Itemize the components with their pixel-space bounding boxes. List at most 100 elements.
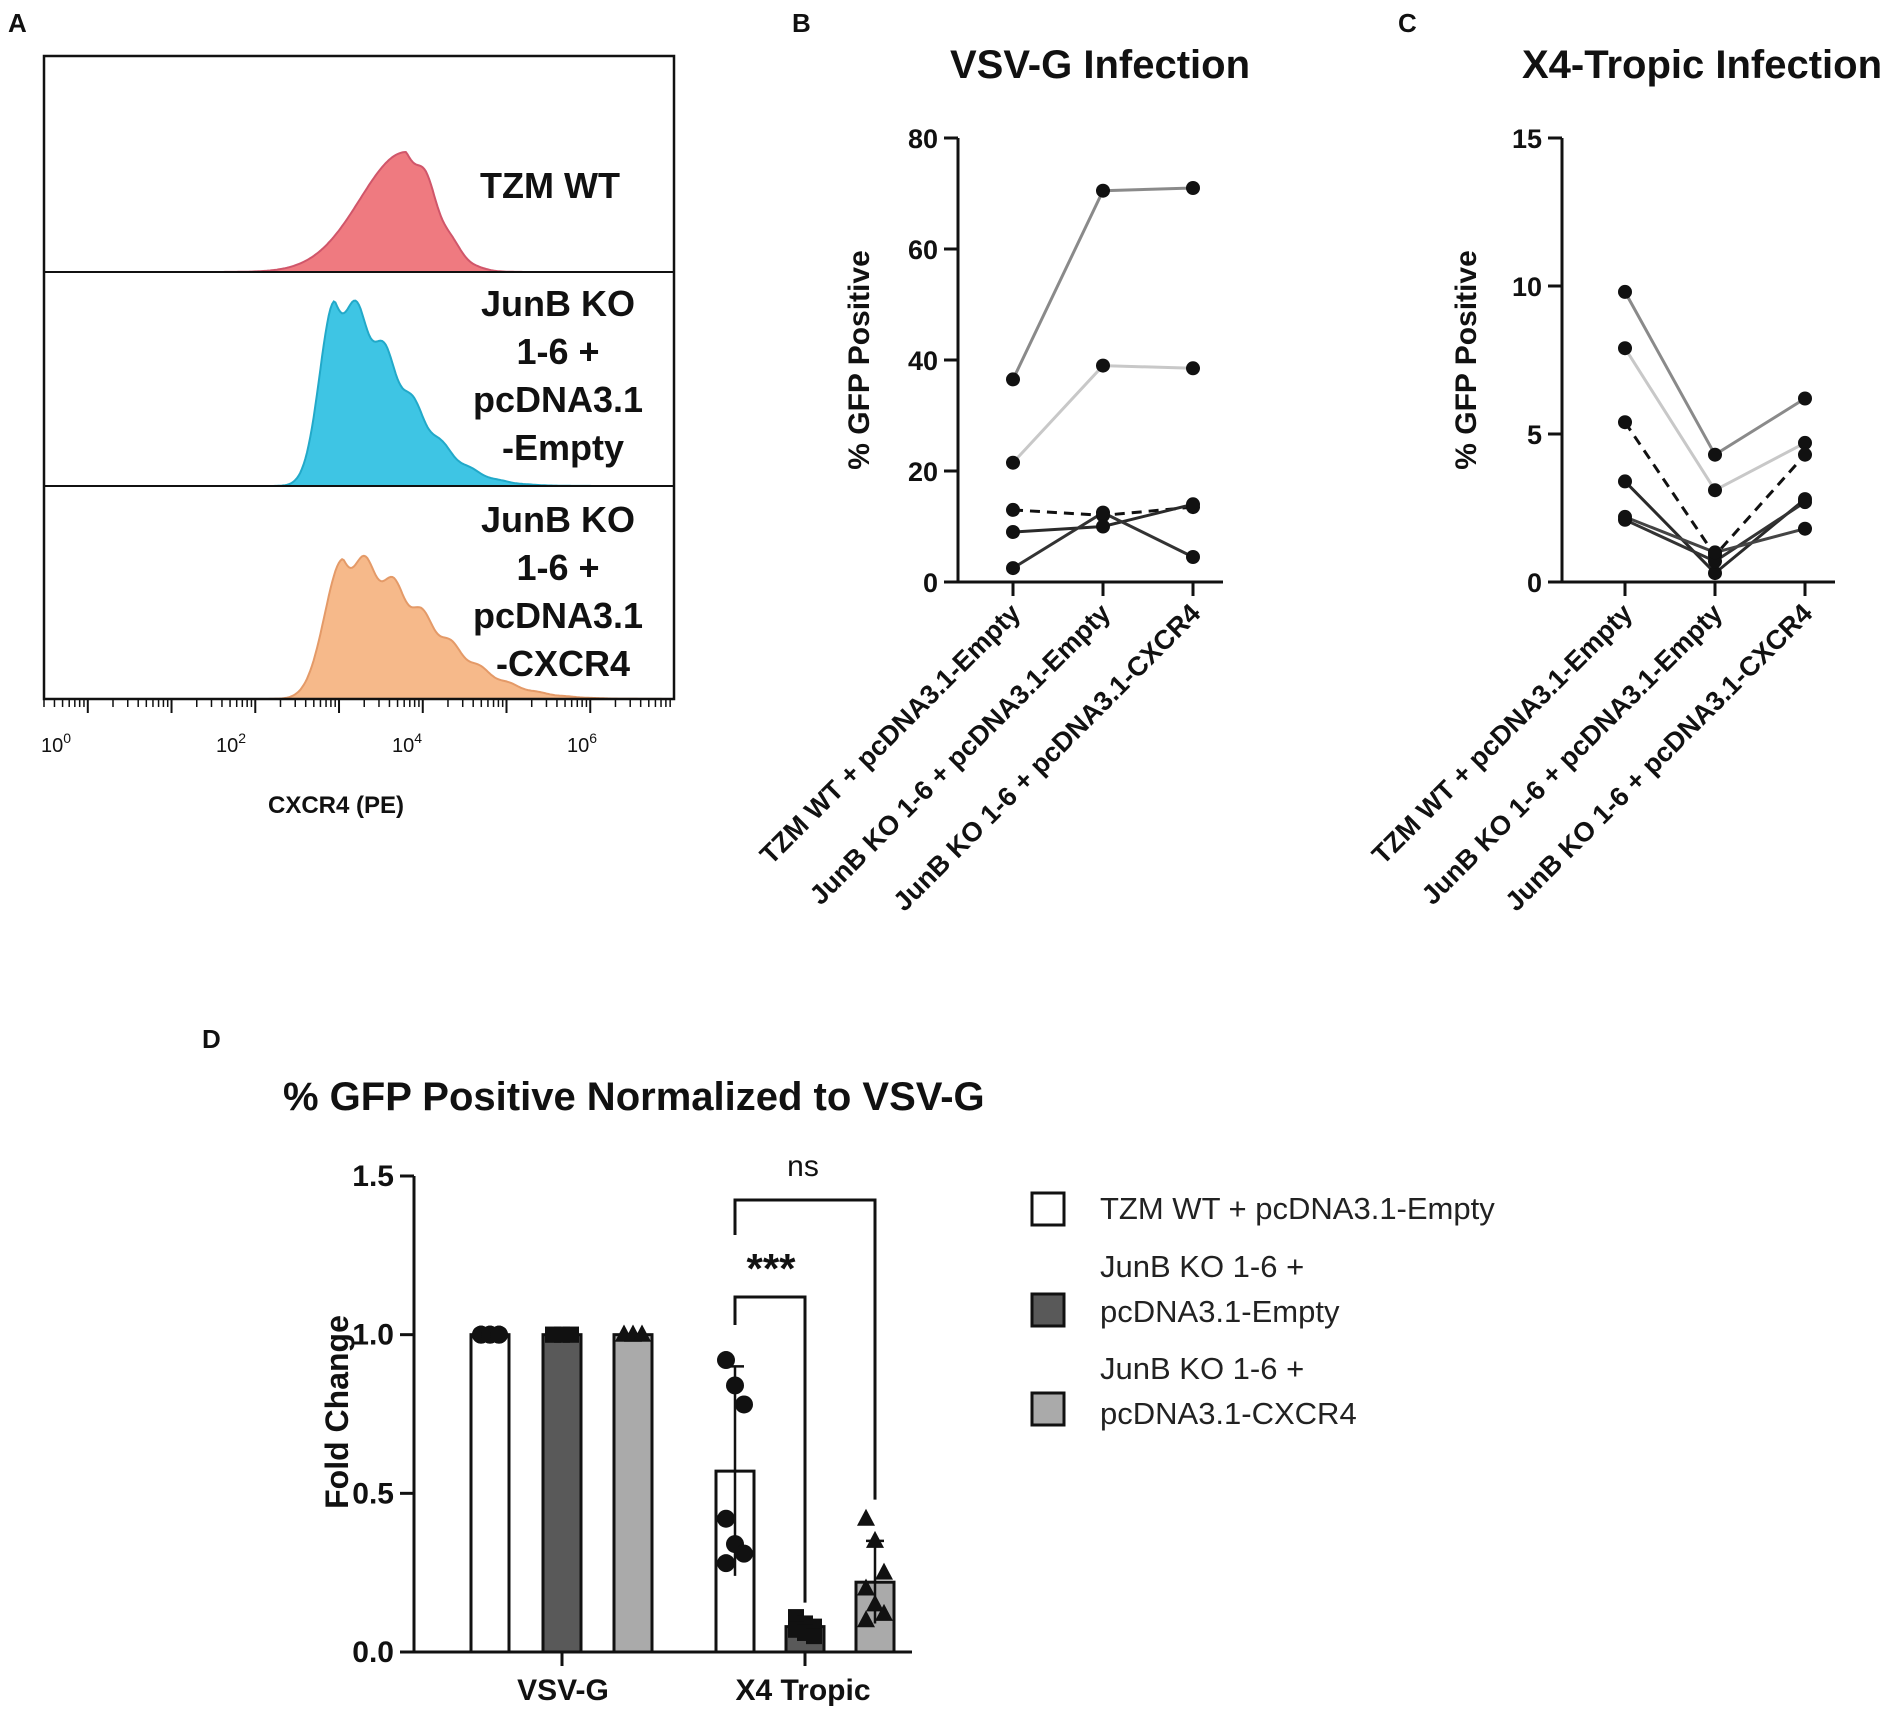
series-point-4-2	[1186, 550, 1200, 564]
y-tick-label: 20	[908, 457, 938, 487]
vsvg-series-points	[1006, 181, 1200, 576]
x-tick-label-1e2: 102	[216, 730, 246, 757]
x-tick-label-1e4: 104	[392, 730, 422, 757]
panel-letter-a: A	[8, 8, 27, 38]
y-tick-label: 1.0	[352, 1319, 394, 1352]
histogram-panel: 100 102 104 106 CXCR4 (PE) TZM WT JunB K…	[41, 54, 676, 819]
legend-label-junb-cxcr4: JunB KO 1-6 + pcDNA3.1-CXCR4	[1100, 1351, 1357, 1431]
histogram-x-tick-labels: 100 102 104 106	[41, 730, 597, 757]
series-point-1-0	[1006, 455, 1020, 470]
point-1-0-6	[717, 1554, 735, 1573]
series-line-1	[1011, 364, 1194, 464]
fold-change-category-label-0: VSV-G	[517, 1674, 609, 1707]
y-tick-label: 0	[1527, 568, 1542, 598]
y-tick-label: 0	[923, 568, 938, 598]
series-point-0-2	[1186, 181, 1200, 195]
panel-letter-b: B	[792, 8, 811, 38]
series-line-0	[1011, 186, 1194, 381]
y-tick-label: 0.5	[352, 1477, 394, 1510]
series-point-5-1	[1708, 545, 1722, 560]
fold-change-points	[472, 1324, 893, 1645]
point-1-2-2	[875, 1562, 893, 1580]
x4-chart-title: X4-Tropic Infection	[1522, 43, 1882, 87]
x-tick-label-1e0: 100	[41, 730, 71, 757]
series-point-0-0	[1618, 284, 1632, 299]
bar-0-0	[469, 1333, 511, 1654]
fold-change-chart-title: % GFP Positive Normalized to VSV-G	[283, 1075, 985, 1119]
fold-change-y-axis-label: Fold Change	[319, 1315, 355, 1509]
series-point-2-0	[1618, 415, 1632, 430]
histogram-x-ticks	[43, 699, 671, 713]
vsvg-line-panel: VSV-G Infection % GFP Positive 0 20 40 60 80…	[754, 43, 1250, 917]
series-point-1-2	[1798, 435, 1812, 450]
significance-bracket-1	[733, 1198, 877, 1500]
fold-change-category-label-1: X4 Tropic	[735, 1674, 870, 1707]
histogram-track-labels: TZM WT JunB KO 1-6 + pcDNA3.1 -Empty Jun…	[473, 165, 653, 684]
point-1-0-2	[735, 1395, 753, 1414]
point-1-2-0	[857, 1508, 875, 1526]
series-point-4-2	[1798, 495, 1812, 510]
vsvg-chart-title: VSV-G Infection	[950, 43, 1250, 87]
point-1-0-3	[717, 1509, 735, 1528]
panel-letter-c: C	[1398, 8, 1417, 38]
y-tick-label: 5	[1527, 420, 1542, 450]
series-point-3-1	[1096, 519, 1110, 534]
significance-brackets	[733, 1198, 877, 1603]
series-point-0-1	[1708, 447, 1722, 462]
series-point-3-0	[1618, 474, 1632, 489]
series-line-0	[1623, 291, 1806, 457]
track-label-junb-cxcr4: JunB KO 1-6 + pcDNA3.1 -CXCR4	[473, 499, 653, 684]
track-label-junb-empty: JunB KO 1-6 + pcDNA3.1 -Empty	[473, 283, 653, 468]
vsvg-axes: 0 20 40 60 80	[908, 124, 1223, 598]
significance-label-ns: ns	[787, 1150, 819, 1183]
bar-0-2	[612, 1333, 654, 1654]
histogram-frame	[42, 54, 676, 701]
bar-0-1	[541, 1333, 583, 1654]
y-tick-label: 10	[1512, 272, 1542, 302]
fold-change-axes: 0.0 0.5 1.0 1.5	[352, 1160, 912, 1669]
fold-change-legend: TZM WT + pcDNA3.1-Empty JunB KO 1-6 + pc…	[1030, 1191, 1495, 1431]
panel-letter-d: D	[202, 1024, 221, 1054]
track-label-tzm-wt: TZM WT	[480, 165, 620, 206]
series-point-1-1	[1096, 358, 1110, 373]
legend-swatch-tzm-wt	[1030, 1191, 1066, 1227]
point-1-2-3	[857, 1578, 875, 1596]
y-tick-label: 15	[1512, 124, 1542, 154]
significance-bracket-0	[733, 1295, 807, 1603]
x4-series-lines	[1623, 291, 1807, 576]
series-point-2-2	[1798, 447, 1812, 462]
series-point-3-0	[1006, 525, 1020, 539]
x4-category-labels: TZM WT + pcDNA3.1-Empty JunB KO 1-6 + pc…	[1366, 598, 1818, 917]
legend-label-junb-empty: JunB KO 1-6 + pcDNA3.1-Empty	[1100, 1249, 1340, 1329]
series-point-0-2	[1798, 391, 1812, 406]
series-point-4-1	[1096, 505, 1110, 520]
point-1-2-5	[875, 1603, 893, 1621]
significance-label-stars: ***	[746, 1245, 796, 1292]
series-point-5-0	[1618, 509, 1632, 524]
series-point-5-2	[1798, 521, 1812, 536]
series-point-1-0	[1618, 341, 1632, 356]
series-line-1	[1623, 347, 1806, 493]
x4-y-axis-label: % GFP Positive	[1450, 250, 1483, 470]
series-point-2-0	[1006, 502, 1020, 517]
point-0-1-5	[563, 1326, 579, 1343]
histogram-x-axis-label: CXCR4 (PE)	[268, 792, 404, 819]
point-1-2-6	[857, 1610, 875, 1628]
y-tick-label: 1.5	[352, 1160, 394, 1193]
x4-axes: 0 5 10 15	[1512, 124, 1835, 598]
x-tick-label-1e6: 106	[567, 730, 597, 757]
point-1-1-5	[806, 1628, 822, 1645]
vsvg-category-labels: TZM WT + pcDNA3.1-Empty JunB KO 1-6 + pc…	[754, 598, 1206, 917]
y-tick-label: 0.0	[352, 1636, 394, 1669]
series-point-3-2	[1186, 497, 1200, 512]
vsvg-y-axis-label: % GFP Positive	[843, 250, 876, 470]
series-point-4-0	[1006, 561, 1020, 576]
legend-label-tzm-wt: TZM WT + pcDNA3.1-Empty	[1100, 1191, 1495, 1226]
series-point-1-1	[1708, 483, 1722, 498]
point-1-2-1	[866, 1530, 884, 1548]
point-1-0-0	[717, 1351, 735, 1370]
legend-swatch-junb-cxcr4	[1030, 1391, 1066, 1427]
point-1-0-1	[726, 1376, 744, 1395]
fold-change-category-labels: VSV-G X4 Tropic	[517, 1674, 870, 1707]
